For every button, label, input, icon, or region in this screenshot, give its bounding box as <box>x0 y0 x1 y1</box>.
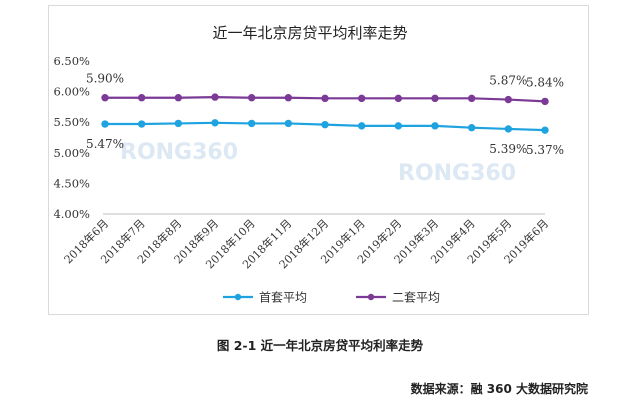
line-chart: 近一年北京房贷平均利率走势 RONG360 RONG360 4.00% 4.50% 5.… <box>53 24 564 305</box>
y-tick-label: 5.00% <box>53 146 90 160</box>
data-point <box>284 94 293 102</box>
legend-label: 首套平均 <box>259 291 307 305</box>
y-tick-label: 4.00% <box>53 207 90 221</box>
data-point <box>541 97 549 106</box>
data-label: 5.37% <box>526 143 564 157</box>
data-point <box>321 120 329 129</box>
legend-swatch-marker <box>367 293 375 301</box>
data-point <box>467 94 476 103</box>
data-point <box>504 95 513 104</box>
data-point <box>247 94 256 102</box>
y-tick-label: 6.50% <box>53 54 90 68</box>
plot-area: RONG360 RONG360 4.00% 4.50% 5.00% 5.50% 6.00% 6… <box>53 54 564 271</box>
watermark-1: RONG360 <box>120 140 238 165</box>
data-point <box>431 122 439 130</box>
y-tick-label: 6.00% <box>53 85 90 99</box>
data-label: 5.47% <box>86 137 124 151</box>
data-point <box>541 126 549 134</box>
data-point <box>357 122 366 130</box>
legend: 首套平均 二套平均 <box>223 291 440 305</box>
data-point <box>394 122 403 130</box>
data-point <box>504 125 513 133</box>
y-tick-label: 4.50% <box>53 176 90 190</box>
data-point <box>174 94 183 102</box>
figure-caption: 图 2-1 近一年北京房贷平均利率走势 <box>216 338 424 353</box>
data-point <box>211 119 219 127</box>
data-label: 5.90% <box>86 72 124 86</box>
legend-swatch-marker <box>234 293 242 301</box>
legend-label: 二套平均 <box>392 291 440 305</box>
data-label: 5.84% <box>526 75 564 89</box>
data-label: 5.87% <box>489 74 527 88</box>
data-point <box>431 94 439 103</box>
data-point <box>101 120 109 128</box>
data-point <box>247 119 256 128</box>
data-source: 数据来源：融 360 大数据研究院 <box>410 382 588 396</box>
data-point <box>284 119 293 128</box>
y-tick-label: 5.50% <box>53 115 90 129</box>
data-point <box>394 94 403 103</box>
chart-title: 近一年北京房贷平均利率走势 <box>212 24 407 42</box>
data-point <box>174 119 183 128</box>
data-label: 5.39% <box>489 142 527 156</box>
data-point <box>137 120 146 128</box>
data-point <box>321 94 329 103</box>
data-point <box>467 124 476 132</box>
data-point <box>137 94 146 102</box>
data-point <box>101 94 109 102</box>
data-point <box>211 93 219 101</box>
chart-frame <box>48 5 589 315</box>
watermark-2: RONG360 <box>398 161 516 186</box>
data-point <box>357 94 366 103</box>
